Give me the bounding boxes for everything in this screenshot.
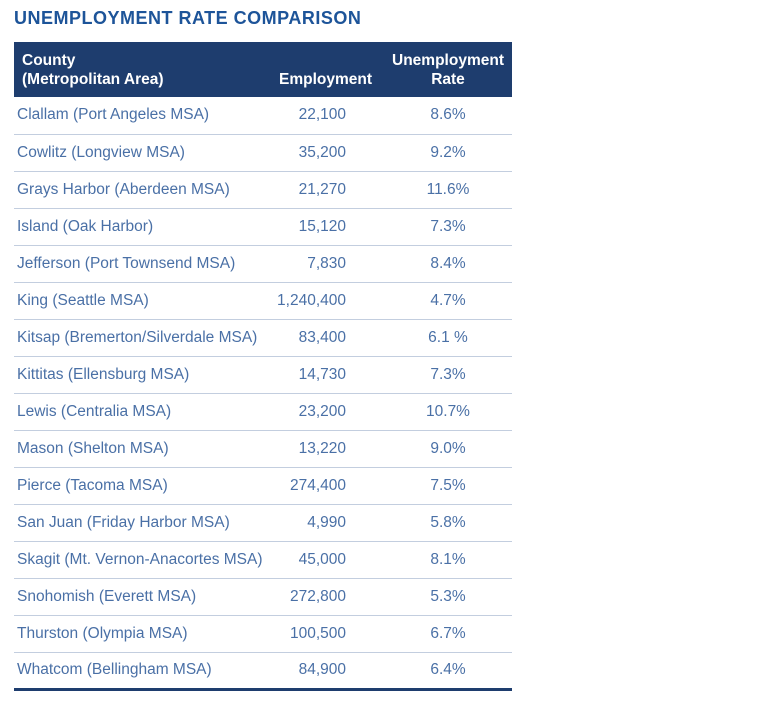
- table-row: San Juan (Friday Harbor MSA) 4,990 5.8%: [14, 504, 512, 542]
- rate-cell: 7.3%: [384, 208, 512, 246]
- county-cell: Snohomish (Everett MSA): [14, 578, 264, 616]
- rate-column-header: Unemployment Rate: [384, 42, 512, 97]
- employment-cell: 23,200: [264, 393, 384, 431]
- table-row: Island (Oak Harbor) 15,120 7.3%: [14, 208, 512, 246]
- county-cell: San Juan (Friday Harbor MSA): [14, 504, 264, 542]
- rate-cell: 9.2%: [384, 134, 512, 172]
- employment-cell: 14,730: [264, 356, 384, 394]
- county-cell: Lewis (Centralia MSA): [14, 393, 264, 431]
- table-row: Skagit (Mt. Vernon-Anacortes MSA) 45,000…: [14, 541, 512, 579]
- rate-header-line2: Rate: [431, 71, 465, 88]
- table-row: Cowlitz (Longview MSA) 35,200 9.2%: [14, 134, 512, 172]
- table-row: Pierce (Tacoma MSA) 274,400 7.5%: [14, 467, 512, 505]
- rate-cell: 7.5%: [384, 467, 512, 505]
- rate-cell: 9.0%: [384, 430, 512, 468]
- county-header-line2: (Metropolitan Area): [22, 71, 164, 88]
- table-header: County (Metropolitan Area) Employment Un…: [14, 42, 512, 97]
- county-cell: Jefferson (Port Townsend MSA): [14, 245, 264, 283]
- county-column-header: County (Metropolitan Area): [14, 42, 264, 97]
- rate-cell: 11.6%: [384, 171, 512, 209]
- employment-header-label: Employment: [278, 71, 372, 88]
- page-title: UNEMPLOYMENT RATE COMPARISON: [14, 8, 362, 28]
- report-page: UNEMPLOYMENT RATE COMPARISON County (Met…: [14, 8, 512, 691]
- employment-cell: 21,270: [264, 171, 384, 209]
- table-row: Mason (Shelton MSA) 13,220 9.0%: [14, 430, 512, 468]
- table-row: Thurston (Olympia MSA) 100,500 6.7%: [14, 615, 512, 653]
- county-cell: Kitsap (Bremerton/Silverdale MSA): [14, 319, 264, 357]
- table-row: Lewis (Centralia MSA) 23,200 10.7%: [14, 393, 512, 431]
- rate-cell: 6.7%: [384, 615, 512, 653]
- county-cell: Clallam (Port Angeles MSA): [14, 97, 264, 135]
- employment-cell: 15,120: [264, 208, 384, 246]
- table-row: Snohomish (Everett MSA) 272,800 5.3%: [14, 578, 512, 616]
- employment-cell: 83,400: [264, 319, 384, 357]
- employment-cell: 22,100: [264, 97, 384, 135]
- county-cell: Grays Harbor (Aberdeen MSA): [14, 171, 264, 209]
- employment-cell: 13,220: [264, 430, 384, 468]
- table-header-row: County (Metropolitan Area) Employment Un…: [14, 42, 512, 97]
- rate-cell: 5.8%: [384, 504, 512, 542]
- table-row: King (Seattle MSA) 1,240,400 4.7%: [14, 282, 512, 320]
- employment-column-header: Employment: [264, 42, 384, 97]
- county-cell: Mason (Shelton MSA): [14, 430, 264, 468]
- table-row: Grays Harbor (Aberdeen MSA) 21,270 11.6%: [14, 171, 512, 209]
- employment-cell: 272,800: [264, 578, 384, 616]
- county-cell: Kittitas (Ellensburg MSA): [14, 356, 264, 394]
- rate-cell: 6.1 %: [384, 319, 512, 357]
- table-row: Whatcom (Bellingham MSA) 84,900 6.4%: [14, 652, 512, 691]
- rate-cell: 10.7%: [384, 393, 512, 431]
- rate-cell: 8.4%: [384, 245, 512, 283]
- table-row: Kittitas (Ellensburg MSA) 14,730 7.3%: [14, 356, 512, 394]
- employment-cell: 274,400: [264, 467, 384, 505]
- rate-cell: 5.3%: [384, 578, 512, 616]
- table-body: Clallam (Port Angeles MSA) 22,100 8.6% C…: [14, 97, 512, 691]
- table-row: Kitsap (Bremerton/Silverdale MSA) 83,400…: [14, 319, 512, 357]
- rate-cell: 6.4%: [384, 652, 512, 691]
- employment-cell: 4,990: [264, 504, 384, 542]
- rate-cell: 4.7%: [384, 282, 512, 320]
- county-cell: Cowlitz (Longview MSA): [14, 134, 264, 172]
- rate-header-line1: Unemployment: [392, 52, 504, 69]
- rate-cell: 8.6%: [384, 97, 512, 135]
- employment-cell: 84,900: [264, 652, 384, 691]
- unemployment-comparison-table: County (Metropolitan Area) Employment Un…: [14, 42, 512, 691]
- employment-cell: 45,000: [264, 541, 384, 579]
- county-cell: Thurston (Olympia MSA): [14, 615, 264, 653]
- employment-cell: 1,240,400: [264, 282, 384, 320]
- employment-cell: 35,200: [264, 134, 384, 172]
- rate-cell: 8.1%: [384, 541, 512, 579]
- rate-cell: 7.3%: [384, 356, 512, 394]
- county-cell: Pierce (Tacoma MSA): [14, 467, 264, 505]
- county-cell: Skagit (Mt. Vernon-Anacortes MSA): [14, 541, 264, 579]
- table-row: Jefferson (Port Townsend MSA) 7,830 8.4%: [14, 245, 512, 283]
- county-cell: Whatcom (Bellingham MSA): [14, 652, 264, 691]
- county-header-line1: County: [22, 52, 76, 69]
- county-cell: Island (Oak Harbor): [14, 208, 264, 246]
- employment-cell: 100,500: [264, 615, 384, 653]
- table-row: Clallam (Port Angeles MSA) 22,100 8.6%: [14, 97, 512, 135]
- county-cell: King (Seattle MSA): [14, 282, 264, 320]
- employment-cell: 7,830: [264, 245, 384, 283]
